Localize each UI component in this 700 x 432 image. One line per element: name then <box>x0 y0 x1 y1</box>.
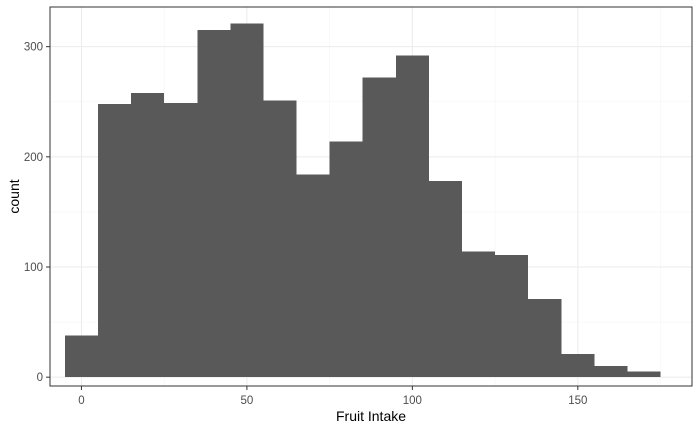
histogram-bars <box>64 23 661 378</box>
x-tick-label: 50 <box>241 395 254 407</box>
histogram-bar <box>495 254 529 378</box>
y-axis-ticks: 0 100 200 300 <box>24 42 50 384</box>
y-tick-label: 200 <box>24 152 43 164</box>
histogram-bar <box>594 366 628 378</box>
y-axis-title: count <box>6 179 22 213</box>
histogram-bar <box>64 335 98 378</box>
histogram-bar <box>230 23 264 378</box>
histogram-bar <box>462 251 496 378</box>
x-tick-label: 0 <box>78 395 84 407</box>
x-axis-title: Fruit Intake <box>336 408 406 424</box>
histogram-bar <box>627 371 661 378</box>
histogram-bar <box>395 55 429 378</box>
histogram-bar <box>428 181 463 378</box>
histogram-bar <box>197 30 231 378</box>
histogram-bar <box>296 174 330 378</box>
panel-border <box>49 6 693 387</box>
histogram-bar <box>329 141 363 378</box>
x-tick-label: 100 <box>403 395 422 407</box>
y-tick-label: 300 <box>24 42 43 54</box>
y-tick-label: 0 <box>37 372 43 384</box>
histogram-bar <box>263 100 297 378</box>
x-axis-ticks: 0 50 100 150 <box>78 386 587 407</box>
y-tick-label: 100 <box>24 262 43 274</box>
x-tick-label: 150 <box>568 395 587 407</box>
histogram-bar <box>97 103 132 378</box>
histogram-bar <box>528 298 562 378</box>
histogram-bar <box>362 77 396 378</box>
histogram-bar <box>131 92 165 378</box>
histogram-bar <box>164 102 198 378</box>
histogram-bar <box>561 354 595 378</box>
